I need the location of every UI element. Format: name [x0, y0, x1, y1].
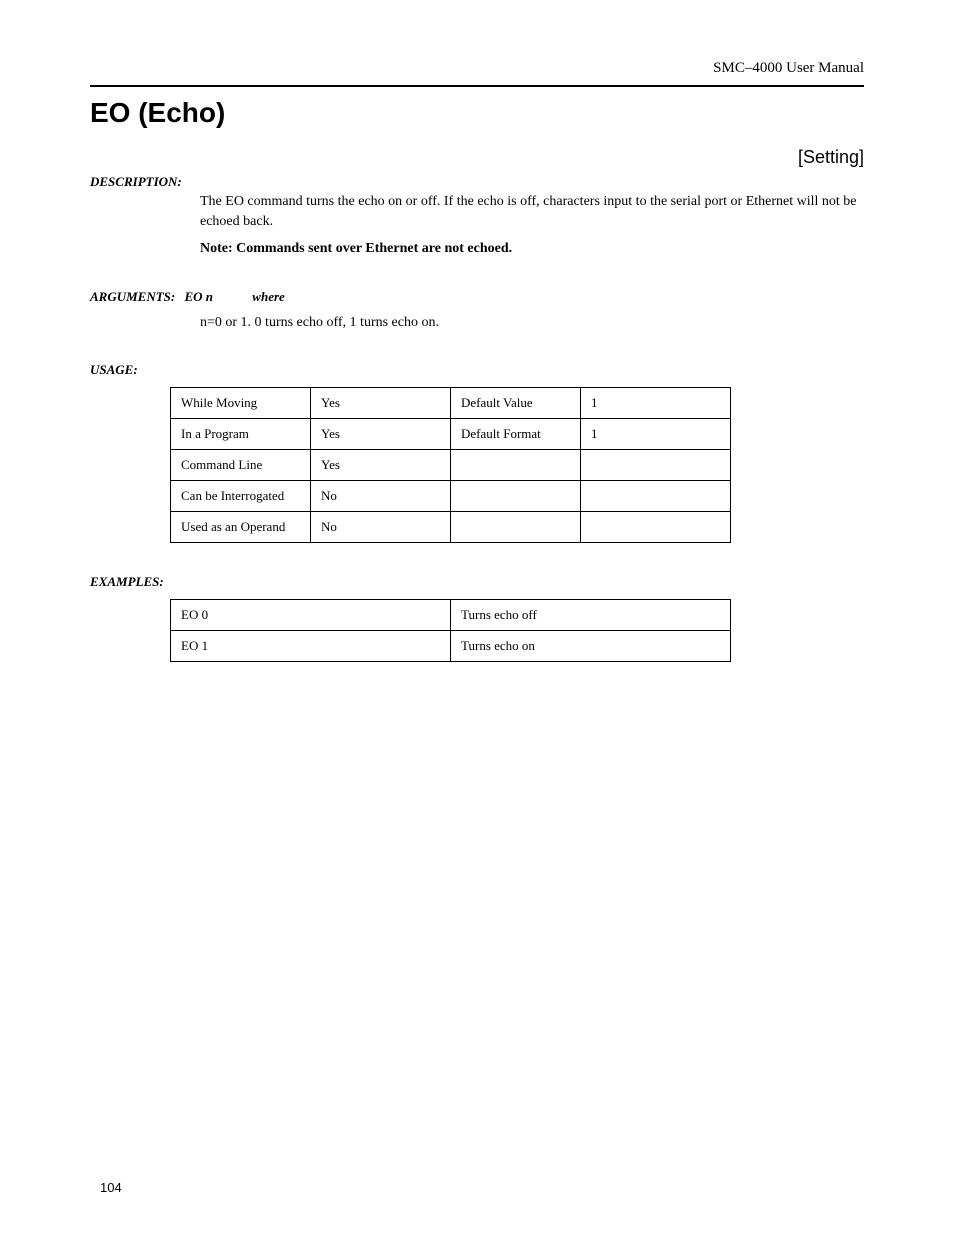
usage-cell: No [311, 511, 451, 542]
usage-cell [451, 480, 581, 511]
usage-cell: Yes [311, 387, 451, 418]
usage-label: USAGE: [90, 362, 138, 377]
arguments-where: where [252, 289, 285, 304]
table-row: While Moving Yes Default Value 1 [171, 387, 731, 418]
usage-cell: Can be Interrogated [171, 480, 311, 511]
example-cell: EO 1 [171, 630, 451, 661]
usage-cell: 1 [581, 387, 731, 418]
table-row: Used as an Operand No [171, 511, 731, 542]
header-doc-title: SMC–4000 User Manual [90, 60, 864, 77]
usage-cell: In a Program [171, 418, 311, 449]
description-body: The EO command turns the echo on or off.… [200, 192, 864, 259]
example-cell: Turns echo on [451, 630, 731, 661]
usage-cell: Command Line [171, 449, 311, 480]
usage-cell: No [311, 480, 451, 511]
header-rule [90, 85, 864, 87]
usage-cell: While Moving [171, 387, 311, 418]
examples-table: EO 0 Turns echo off EO 1 Turns echo on [170, 599, 731, 662]
usage-cell [451, 511, 581, 542]
usage-cell: Used as an Operand [171, 511, 311, 542]
example-cell: Turns echo off [451, 599, 731, 630]
usage-cell: Yes [311, 418, 451, 449]
arguments-label: ARGUMENTS: [90, 289, 175, 304]
setting-tag: [Setting] [90, 147, 864, 168]
usage-cell: Yes [311, 449, 451, 480]
usage-cell: 1 [581, 418, 731, 449]
arguments-desc: n=0 or 1. 0 turns echo off, 1 turns echo… [200, 315, 864, 331]
table-row: Command Line Yes [171, 449, 731, 480]
usage-cell [581, 480, 731, 511]
usage-section: USAGE: While Moving Yes Default Value 1 … [90, 361, 864, 543]
usage-cell [581, 449, 731, 480]
note-label: Note: [200, 241, 233, 256]
description-label: DESCRIPTION: [90, 174, 200, 190]
usage-cell: Default Format [451, 418, 581, 449]
note-text: Commands sent over Ethernet are not echo… [236, 241, 512, 256]
example-cell: EO 0 [171, 599, 451, 630]
table-row: EO 1 Turns echo on [171, 630, 731, 661]
arguments-cmd: EO n [185, 289, 214, 304]
description-section: DESCRIPTION: [90, 174, 864, 192]
description-note: Note: Commands sent over Ethernet are no… [200, 239, 864, 259]
usage-cell [451, 449, 581, 480]
description-paragraph: The EO command turns the echo on or off.… [200, 192, 864, 233]
page-number: 104 [100, 1180, 122, 1195]
usage-cell [581, 511, 731, 542]
examples-label: EXAMPLES: [90, 574, 164, 589]
command-title: EO (Echo) [90, 97, 864, 129]
table-row: EO 0 Turns echo off [171, 599, 731, 630]
table-row: Can be Interrogated No [171, 480, 731, 511]
arguments-section: ARGUMENTS: EO n where [90, 289, 864, 305]
usage-cell: Default Value [451, 387, 581, 418]
usage-table: While Moving Yes Default Value 1 In a Pr… [170, 387, 731, 543]
examples-section: EXAMPLES: EO 0 Turns echo off EO 1 Turns… [90, 573, 864, 662]
table-row: In a Program Yes Default Format 1 [171, 418, 731, 449]
page-container: SMC–4000 User Manual EO (Echo) [Setting]… [0, 0, 954, 702]
